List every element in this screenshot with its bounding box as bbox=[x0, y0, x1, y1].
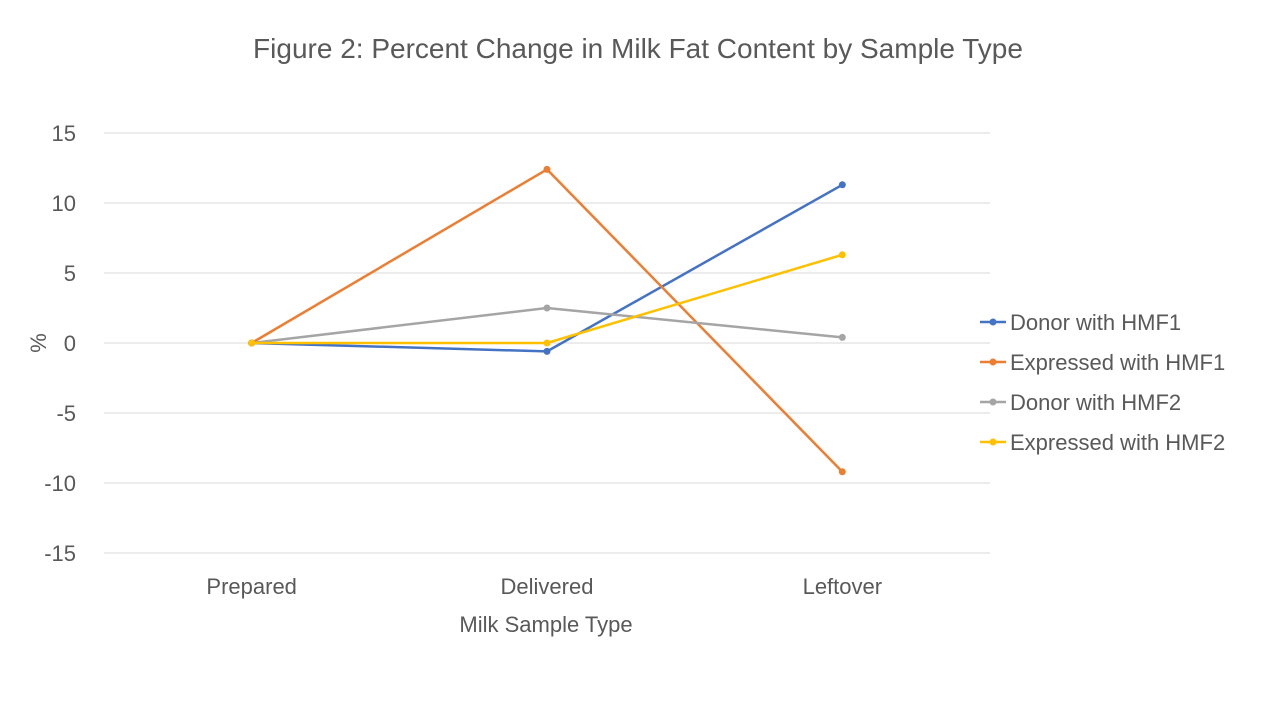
y-tick-label: 10 bbox=[52, 191, 76, 216]
data-point bbox=[543, 304, 551, 312]
legend-item: Expressed with HMF2 bbox=[980, 430, 1225, 455]
y-tick-label: 0 bbox=[64, 331, 76, 356]
series-line bbox=[251, 168, 844, 473]
data-point bbox=[838, 251, 846, 259]
series-line bbox=[251, 183, 843, 353]
chart-title: Figure 2: Percent Change in Milk Fat Con… bbox=[253, 33, 1023, 64]
y-tick-label: -15 bbox=[44, 541, 76, 566]
legend-label: Expressed with HMF1 bbox=[1010, 350, 1225, 375]
legend-swatch-marker bbox=[989, 358, 997, 366]
legend-item: Expressed with HMF1 bbox=[980, 350, 1225, 375]
legend-label: Donor with HMF1 bbox=[1010, 310, 1181, 335]
series-2 bbox=[248, 165, 846, 476]
series-line bbox=[251, 306, 843, 345]
y-tick-label: 15 bbox=[52, 121, 76, 146]
y-axis-label: % bbox=[26, 333, 51, 353]
data-point bbox=[838, 181, 846, 189]
legend-label: Donor with HMF2 bbox=[1010, 390, 1181, 415]
x-tick-label: Delivered bbox=[501, 574, 594, 599]
data-point bbox=[543, 347, 551, 355]
series-4 bbox=[248, 251, 846, 347]
y-tick-label: -10 bbox=[44, 471, 76, 496]
legend-label: Expressed with HMF2 bbox=[1010, 430, 1225, 455]
legend-swatch-marker bbox=[989, 438, 997, 446]
data-point bbox=[543, 339, 551, 347]
legend-swatch-marker bbox=[989, 398, 997, 406]
legend-item: Donor with HMF1 bbox=[980, 310, 1181, 335]
x-tick-label: Leftover bbox=[803, 574, 883, 599]
data-point bbox=[838, 468, 846, 476]
series-lines bbox=[248, 165, 846, 476]
data-point bbox=[838, 333, 846, 341]
x-axis-label: Milk Sample Type bbox=[459, 612, 632, 637]
legend-swatch-marker bbox=[989, 318, 997, 326]
data-point bbox=[248, 339, 256, 347]
x-tick-label: Prepared bbox=[206, 574, 297, 599]
legend-item: Donor with HMF2 bbox=[980, 390, 1181, 415]
data-point bbox=[543, 165, 551, 173]
x-axis-ticks: Prepared Delivered Leftover bbox=[206, 574, 882, 599]
legend: Donor with HMF1 Expressed with HMF1 Donor … bbox=[980, 310, 1225, 455]
y-tick-label: -5 bbox=[56, 401, 76, 426]
y-axis-ticks: 15 10 5 0 -5 -10 -15 bbox=[44, 121, 76, 566]
y-tick-label: 5 bbox=[64, 261, 76, 286]
